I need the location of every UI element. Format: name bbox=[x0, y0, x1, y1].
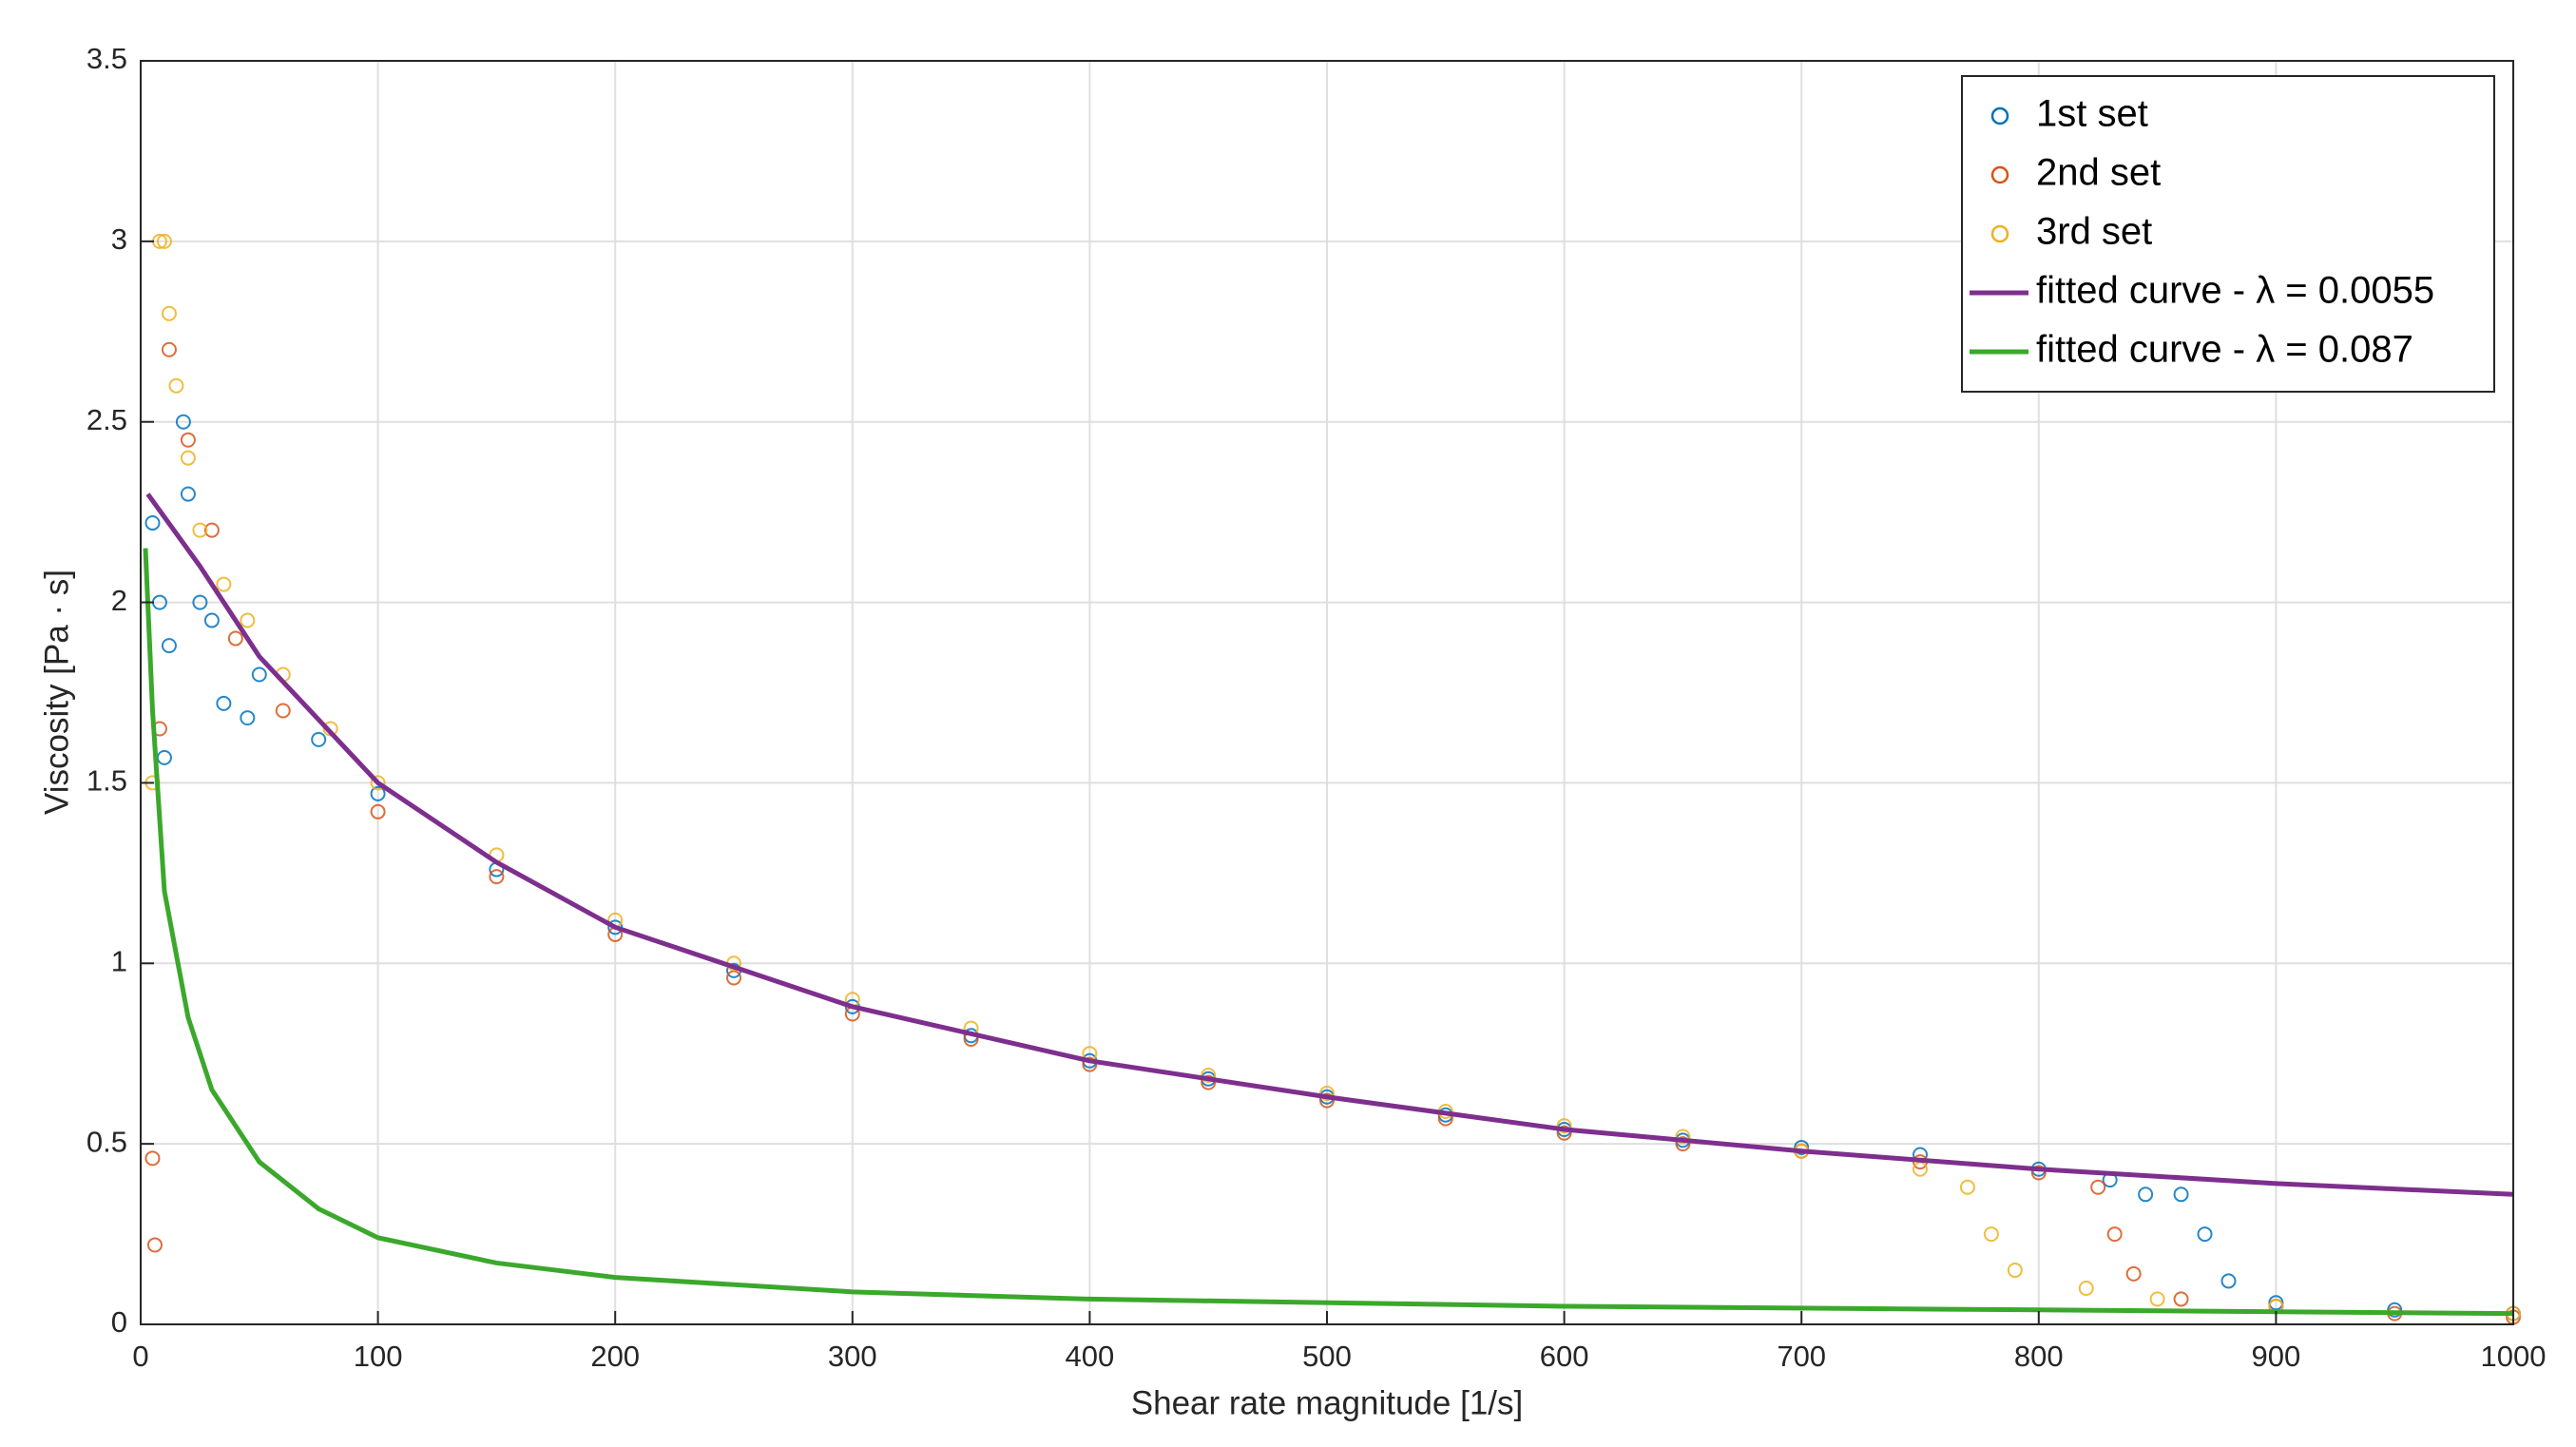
fitted-line bbox=[143, 548, 2514, 1317]
scatter-point bbox=[1675, 1136, 1691, 1152]
scatter-point bbox=[2078, 1281, 2094, 1297]
y-tick-label: 0.5 bbox=[87, 1125, 127, 1158]
y-axis-label: Viscosity [Pa · s] bbox=[38, 569, 75, 815]
legend-swatch bbox=[1990, 165, 2009, 184]
scatter-point bbox=[489, 869, 505, 885]
scatter-point bbox=[146, 1237, 163, 1253]
x-tick-label: 800 bbox=[2014, 1340, 2064, 1373]
scatter-point bbox=[192, 594, 208, 610]
legend-swatch bbox=[1990, 224, 2009, 243]
legend-label: 2nd set bbox=[2036, 152, 2161, 194]
scatter-point bbox=[726, 970, 741, 986]
data-layer bbox=[143, 233, 2521, 1325]
scatter-point bbox=[370, 803, 386, 820]
x-tick-label: 400 bbox=[1066, 1340, 1115, 1373]
x-tick-label: 600 bbox=[1540, 1340, 1589, 1373]
scatter-point bbox=[180, 450, 196, 466]
x-tick-label: 700 bbox=[1777, 1340, 1826, 1373]
scatter-point bbox=[216, 576, 232, 592]
scatter-point bbox=[192, 522, 208, 538]
legend-label: fitted curve - λ = 0.087 bbox=[2036, 329, 2413, 371]
scatter-point bbox=[251, 666, 267, 683]
scatter-point bbox=[1675, 1129, 1691, 1145]
scatter-point bbox=[2125, 1265, 2142, 1282]
scatter-point bbox=[2030, 1165, 2047, 1181]
scatter-point bbox=[144, 1150, 161, 1167]
x-tick-label: 900 bbox=[2252, 1340, 2301, 1373]
scatter-point bbox=[2197, 1226, 2213, 1243]
fitted-line bbox=[145, 492, 2514, 1197]
scatter-point bbox=[2106, 1226, 2123, 1243]
scatter-point bbox=[2090, 1179, 2106, 1195]
y-tick-label: 3.5 bbox=[87, 42, 127, 75]
scatter-point bbox=[370, 785, 386, 801]
scatter-point bbox=[1556, 1118, 1572, 1134]
scatter-point bbox=[311, 731, 327, 747]
scatter-point bbox=[2138, 1187, 2154, 1203]
scatter-point bbox=[240, 612, 256, 628]
scatter-point bbox=[1201, 1074, 1217, 1090]
scatter-point bbox=[1556, 1125, 1572, 1141]
legend: 1st set 2nd set 3rd set fitted curve - λ = … bbox=[1961, 75, 2495, 393]
scatter-point bbox=[203, 612, 220, 628]
legend-label: 1st set bbox=[2036, 93, 2148, 135]
scatter-point bbox=[1959, 1179, 1975, 1195]
legend-swatch bbox=[1990, 106, 2009, 125]
x-tick-label: 500 bbox=[1302, 1340, 1352, 1373]
scatter-point bbox=[175, 414, 191, 430]
scatter-point bbox=[2149, 1291, 2165, 1307]
scatter-point bbox=[227, 630, 243, 646]
scatter-point bbox=[275, 703, 291, 719]
x-tick-label: 100 bbox=[354, 1340, 403, 1373]
scatter-point bbox=[240, 710, 256, 726]
scatter-point bbox=[2007, 1263, 2023, 1279]
y-tick-label: 3 bbox=[111, 222, 127, 256]
scatter-point bbox=[180, 486, 196, 502]
scatter-point bbox=[180, 432, 196, 448]
scatter-point bbox=[1082, 1056, 1098, 1072]
legend-label: fitted curve - λ = 0.0055 bbox=[2036, 270, 2434, 312]
scatter-point bbox=[2173, 1187, 2189, 1203]
scatter-point bbox=[2173, 1291, 2189, 1307]
scatter-point bbox=[161, 341, 177, 357]
y-tick-label: 1 bbox=[111, 944, 127, 977]
scatter-point bbox=[161, 638, 177, 654]
scatter-point bbox=[1319, 1092, 1335, 1109]
x-tick-label: 1000 bbox=[2481, 1340, 2547, 1373]
y-tick-label: 0 bbox=[111, 1305, 127, 1339]
legend-box bbox=[1961, 75, 2495, 393]
scatter-point bbox=[370, 775, 386, 791]
x-tick-label: 0 bbox=[132, 1340, 148, 1373]
y-tick-label: 2.5 bbox=[87, 403, 127, 436]
legend-label: 3rd set bbox=[2036, 211, 2152, 253]
scatter-point bbox=[168, 377, 184, 394]
x-tick-label: 200 bbox=[590, 1340, 640, 1373]
y-tick-label: 2 bbox=[111, 584, 127, 617]
ticks: 0 100 200 300 400 500 600 700 800 900 1000 0 0.5 1 1.5… bbox=[87, 42, 2547, 1373]
scatter-point bbox=[161, 305, 177, 321]
scatter-point bbox=[2220, 1273, 2237, 1289]
scatter-point bbox=[1983, 1226, 1999, 1243]
x-axis-label: Shear rate magnitude [1/s] bbox=[1131, 1384, 1523, 1421]
scatter-point bbox=[144, 515, 161, 531]
scatter-point bbox=[1319, 1085, 1335, 1101]
y-tick-label: 1.5 bbox=[87, 764, 127, 798]
scatter-point bbox=[1201, 1067, 1217, 1083]
scatter-point bbox=[216, 695, 232, 711]
x-tick-label: 300 bbox=[828, 1340, 877, 1373]
scatter-point bbox=[203, 522, 220, 538]
scatter-point bbox=[156, 233, 172, 249]
